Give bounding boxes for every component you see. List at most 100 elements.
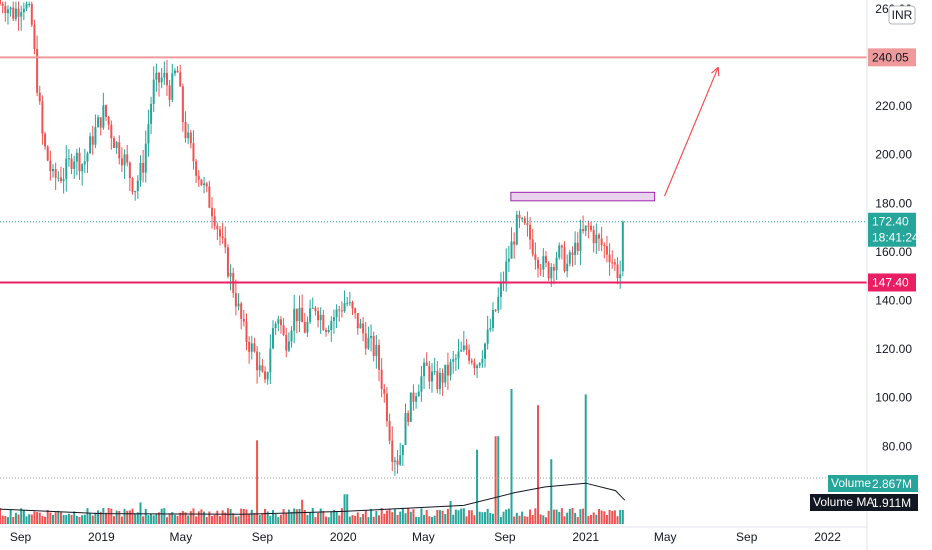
volume-bar: [89, 513, 92, 524]
volume-bar: [433, 515, 436, 524]
volume-bar: [603, 511, 606, 524]
volume-bar: [261, 513, 264, 524]
candle: [367, 326, 370, 350]
resistance-zone-box[interactable]: [510, 191, 656, 202]
volume-layer: [0, 389, 626, 524]
volume-bar: [0, 508, 1, 524]
candle: [383, 383, 386, 403]
candle: [1, 1, 4, 14]
volume-bar: [608, 509, 611, 524]
candle: [240, 301, 243, 330]
candle: [444, 364, 447, 388]
candle: [619, 260, 622, 289]
candle: [213, 208, 216, 230]
candle: [46, 145, 49, 162]
volume-bar: [338, 515, 341, 524]
volume-bar: [81, 515, 84, 524]
target-arrow[interactable]: [664, 66, 720, 197]
candle: [404, 403, 407, 446]
volume-bar: [94, 512, 97, 524]
volume-bar: [550, 459, 553, 524]
candle: [301, 294, 304, 323]
candle: [332, 309, 335, 334]
candle: [102, 92, 105, 130]
volume-bar: [160, 508, 163, 524]
candle: [14, 1, 17, 22]
price-tick-label: 100.00: [875, 391, 912, 405]
volume-bar: [248, 513, 251, 524]
candle: [242, 310, 245, 327]
candle: [203, 176, 206, 194]
candle: [97, 114, 100, 128]
candle: [423, 358, 426, 390]
volume-bar: [203, 511, 206, 524]
currency-badge[interactable]: INR: [888, 5, 916, 25]
volume-bar: [303, 509, 306, 524]
volume-bar: [274, 513, 277, 524]
candle: [293, 294, 296, 344]
volume-bar: [171, 512, 174, 524]
candle: [377, 339, 380, 382]
candle: [465, 338, 468, 356]
volume-bar: [552, 509, 555, 524]
volume-bar: [364, 510, 367, 524]
candle: [78, 147, 81, 180]
volume-bar: [547, 510, 550, 524]
volume-bar: [372, 516, 375, 524]
candle-layer: [0, 0, 624, 476]
price-tick-label: 220.00: [875, 99, 912, 113]
volume-bar: [600, 510, 603, 524]
candle: [52, 164, 55, 178]
candle: [184, 111, 187, 143]
volume-bar: [595, 514, 598, 524]
candle: [529, 217, 532, 250]
candle: [115, 140, 118, 154]
candle: [295, 308, 298, 334]
candle: [560, 244, 563, 260]
candle: [510, 227, 513, 259]
volume-bar: [44, 516, 47, 524]
volume-bar: [417, 516, 420, 524]
candle: [497, 287, 500, 314]
volume-bar: [486, 508, 489, 524]
candle: [484, 342, 487, 368]
volume-bar: [46, 510, 49, 524]
candle: [380, 358, 383, 398]
volume-bar: [502, 511, 505, 524]
volume-bar: [237, 516, 240, 524]
volume-bar: [218, 516, 221, 524]
candle: [216, 222, 219, 241]
candle: [438, 367, 441, 395]
volume-bar: [134, 513, 137, 524]
volume-bar: [409, 511, 412, 524]
candle: [457, 339, 460, 370]
time-tick-label: 2019: [88, 530, 115, 544]
volume-bar: [110, 508, 113, 524]
candle: [544, 251, 547, 268]
candle: [287, 332, 290, 353]
countdown-tag-text: 18:41:24: [872, 231, 919, 245]
candle: [420, 365, 423, 402]
volume-bar: [351, 515, 354, 524]
candle: [237, 293, 240, 311]
volume-bar: [176, 515, 179, 524]
time-axis[interactable]: Sep 2019 May Sep 2020 May Sep 2021 May Sep 2022: [10, 530, 841, 544]
volume-bar: [30, 514, 33, 524]
volume-bar: [515, 512, 518, 524]
volume-bar: [359, 517, 362, 524]
volume-bar: [380, 507, 383, 524]
candle: [558, 242, 561, 260]
candle: [107, 115, 110, 130]
candle: [515, 210, 518, 246]
volume-bar: [592, 512, 595, 524]
volume-bar: [258, 515, 261, 524]
candle: [600, 226, 603, 252]
candle: [54, 162, 57, 191]
candle: [144, 130, 147, 183]
volume-bar: [478, 511, 481, 524]
candle: [266, 371, 269, 385]
candle: [348, 292, 351, 307]
volume-bar: [370, 508, 373, 524]
